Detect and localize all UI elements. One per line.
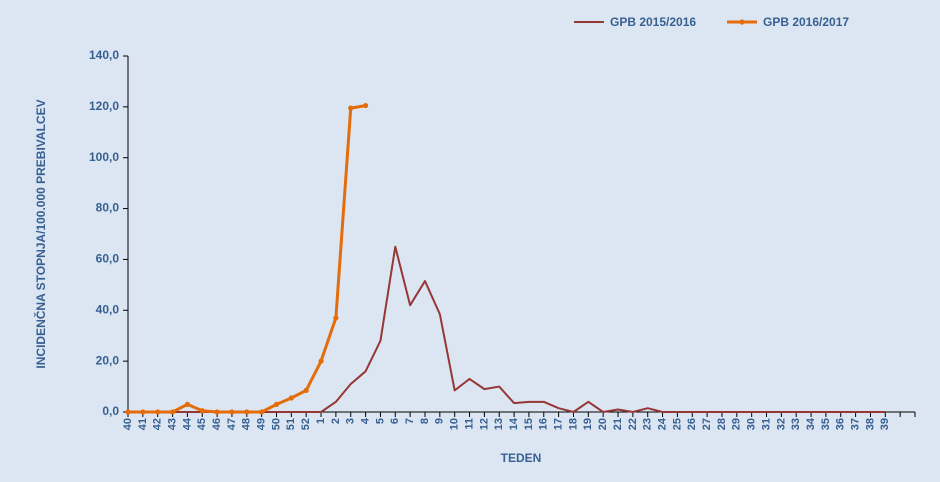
x-tick-label: 46 xyxy=(211,418,223,430)
x-tick-label: 39 xyxy=(879,418,891,430)
x-tick-label: 11 xyxy=(463,418,475,430)
x-tick-label: 17 xyxy=(553,418,565,430)
y-tick-label: 40,0 xyxy=(96,302,120,316)
x-tick-label: 28 xyxy=(716,418,728,430)
series-line xyxy=(128,104,366,414)
x-tick-label: 47 xyxy=(226,418,238,430)
x-tick-label: 48 xyxy=(241,418,253,430)
x-tick-label: 34 xyxy=(805,417,817,430)
x-tick-label: 31 xyxy=(760,418,772,430)
x-tick-label: 43 xyxy=(166,418,178,430)
x-tick-label: 23 xyxy=(642,418,654,430)
x-tick-label: 7 xyxy=(404,418,416,424)
x-tick-label: 32 xyxy=(775,418,787,430)
series-line xyxy=(128,245,886,413)
x-tick-label: 9 xyxy=(434,418,446,424)
marker xyxy=(214,409,220,415)
x-tick-label: 14 xyxy=(508,417,520,430)
x-tick-label: 19 xyxy=(582,418,594,430)
marker xyxy=(229,409,235,415)
x-tick-label: 1 xyxy=(315,418,327,424)
x-tick-label: 51 xyxy=(285,418,297,430)
marker xyxy=(259,409,265,415)
x-tick-label: 27 xyxy=(701,418,713,430)
legend-label: GPB 2015/2016 xyxy=(610,15,696,29)
x-tick-label: 38 xyxy=(864,418,876,430)
x-tick-label: 41 xyxy=(137,418,149,430)
x-tick-label: 35 xyxy=(820,418,832,430)
x-tick-label: 52 xyxy=(300,418,312,430)
marker xyxy=(169,409,176,415)
x-tick-label: 40 xyxy=(122,418,134,430)
x-tick-label: 6 xyxy=(389,418,401,424)
x-tick-label: 37 xyxy=(850,418,862,430)
x-tick-label: 13 xyxy=(493,418,505,430)
x-tick-label: 2 xyxy=(330,418,342,424)
marker xyxy=(348,105,354,111)
x-tick-label: 4 xyxy=(359,417,371,424)
y-tick-label: 20,0 xyxy=(96,353,120,367)
x-tick-label: 36 xyxy=(835,418,847,430)
marker xyxy=(288,395,294,401)
marker xyxy=(333,315,339,321)
x-tick-label: 26 xyxy=(686,418,698,430)
marker xyxy=(303,387,309,393)
marker xyxy=(125,409,131,415)
marker xyxy=(184,401,190,407)
legend-marker xyxy=(739,19,745,25)
y-tick-label: 0,0 xyxy=(102,404,119,418)
marker xyxy=(244,409,250,415)
y-tick-label: 100,0 xyxy=(89,150,119,164)
x-tick-label: 20 xyxy=(597,418,609,430)
y-tick-label: 60,0 xyxy=(96,252,120,266)
x-tick-label: 3 xyxy=(345,418,357,424)
x-tick-label: 44 xyxy=(181,417,193,430)
marker xyxy=(273,401,280,407)
x-tick-label: 15 xyxy=(523,418,535,430)
x-tick-label: 49 xyxy=(256,418,268,430)
x-tick-label: 42 xyxy=(152,418,164,430)
marker xyxy=(199,408,205,414)
x-tick-label: 25 xyxy=(671,418,683,430)
x-tick-label: 8 xyxy=(419,418,431,424)
x-axis-label: TEDEN xyxy=(501,451,542,465)
x-tick-label: 16 xyxy=(538,418,550,430)
x-tick-label: 45 xyxy=(196,418,208,430)
marker xyxy=(318,358,324,364)
x-tick-label: 22 xyxy=(627,418,639,430)
x-tick-label: 21 xyxy=(612,418,624,430)
marker xyxy=(140,409,146,415)
y-tick-label: 140,0 xyxy=(89,48,119,62)
x-tick-label: 30 xyxy=(746,418,758,430)
x-tick-label: 24 xyxy=(656,417,668,430)
y-tick-label: 80,0 xyxy=(96,201,120,215)
y-axis-label: INCIDENČNA STOPNJA/100.000 PREBIVALCEV xyxy=(33,99,48,368)
x-tick-label: 12 xyxy=(478,418,490,430)
x-tick-label: 5 xyxy=(374,418,386,424)
x-tick-label: 29 xyxy=(731,418,743,430)
legend-label: GPB 2016/2017 xyxy=(763,15,849,29)
x-tick-label: 10 xyxy=(449,418,461,430)
marker xyxy=(155,409,161,415)
x-tick-label: 50 xyxy=(270,418,282,430)
x-tick-label: 18 xyxy=(567,418,579,430)
y-tick-label: 120,0 xyxy=(89,99,119,113)
x-tick-label: 33 xyxy=(790,418,802,430)
marker xyxy=(362,102,369,109)
